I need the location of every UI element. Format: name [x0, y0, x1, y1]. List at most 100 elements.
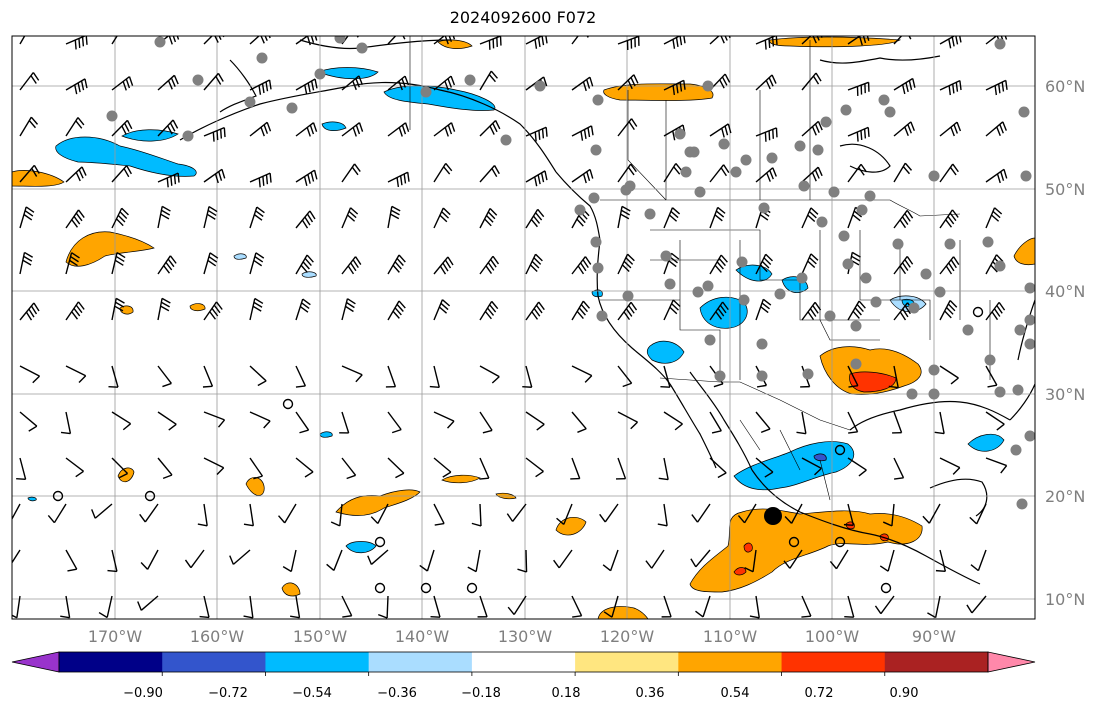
wind-barb — [157, 172, 180, 188]
station-dot — [984, 354, 996, 366]
wind-barb — [755, 253, 773, 275]
wind-barb — [479, 207, 498, 229]
wind-barb — [19, 164, 40, 183]
wind-barb — [111, 297, 125, 321]
wind-barb — [341, 457, 357, 480]
wind-barb — [525, 170, 548, 187]
colorbar-segment — [781, 652, 886, 672]
wind-barb — [749, 595, 760, 619]
wind-barb — [471, 503, 482, 527]
station-dot — [982, 236, 994, 248]
wind-barb — [111, 207, 129, 229]
wind-barb — [939, 36, 962, 49]
blue-area-aleutian-west — [55, 136, 197, 177]
wind-barb — [615, 457, 627, 480]
wind-barb — [203, 457, 225, 476]
station-dot — [714, 370, 726, 382]
colorbar-tick-label: 0.72 — [805, 686, 834, 701]
wind-barb — [847, 126, 870, 142]
calm-circles — [52, 306, 984, 594]
calm-circle — [282, 398, 294, 410]
map-frame — [11, 35, 1036, 620]
station-dot — [1024, 314, 1035, 326]
wind-barb — [295, 36, 318, 46]
station-dot — [812, 144, 824, 156]
colorbar-extend-max — [987, 651, 1036, 673]
station-dot — [1012, 384, 1024, 396]
wind-barb — [784, 503, 803, 524]
wind-barb — [939, 79, 962, 96]
wind-barb — [295, 169, 318, 186]
wind-barb — [847, 81, 870, 96]
coast-alaska-west — [219, 59, 257, 113]
wind-barb — [755, 74, 777, 91]
wind-barb — [277, 503, 297, 524]
colorbar-segment — [162, 652, 266, 672]
coast-hudson — [839, 143, 891, 173]
wind-barb — [571, 256, 592, 275]
station-dot — [928, 364, 940, 376]
wind-barb — [387, 254, 406, 275]
wind-barb — [387, 122, 410, 137]
wind-barb — [985, 168, 1008, 184]
lat-label: 10°N — [1045, 590, 1085, 609]
blue-area-mid-pacific — [345, 541, 377, 554]
lon-label: 130°W — [498, 627, 553, 646]
wind-barb — [935, 549, 947, 573]
station-dot — [738, 294, 750, 306]
wind-barb — [966, 595, 987, 614]
station-dot — [756, 338, 768, 350]
wind-barb — [137, 595, 159, 611]
wind-barb — [295, 122, 318, 137]
calm-circle — [374, 582, 386, 594]
lat-label: 50°N — [1045, 180, 1085, 199]
wind-barb — [939, 209, 959, 229]
coast-gulf-california — [689, 371, 753, 471]
station-dot — [356, 42, 368, 54]
wind-barb — [571, 125, 594, 141]
station-dot — [856, 204, 868, 216]
wind-barb — [341, 365, 363, 383]
wind-barb — [939, 163, 959, 183]
wind-barb — [111, 457, 129, 479]
station-dot — [702, 280, 714, 292]
wind-barb — [556, 503, 573, 525]
wind-barb — [477, 595, 488, 618]
wind-barb — [479, 36, 502, 50]
wind-barb — [387, 411, 402, 434]
wind-barb — [602, 549, 619, 572]
wind-barb — [709, 411, 722, 434]
wind-barb — [525, 253, 543, 275]
station-dot — [588, 192, 600, 204]
wind-barb — [65, 365, 87, 384]
wind-barb — [98, 595, 113, 619]
wind-barb — [203, 205, 218, 229]
wind-barb — [203, 72, 224, 91]
wind-barb — [663, 411, 683, 431]
wind-barb — [65, 301, 85, 321]
calm-circle — [834, 536, 846, 548]
longitude-labels: 170°W 160°W 150°W 140°W 130°W 120°W 110°… — [88, 627, 956, 646]
wind-barb — [479, 457, 490, 480]
station-dot — [674, 128, 686, 140]
station-dot — [574, 204, 586, 216]
station-dot — [718, 138, 730, 150]
wind-barb — [970, 549, 987, 572]
wind-barb — [111, 76, 134, 91]
station-dot — [928, 170, 940, 182]
station-dot — [680, 166, 692, 178]
wind-barb — [60, 411, 72, 435]
lon-label: 150°W — [293, 627, 348, 646]
colorbar-segment — [575, 652, 679, 672]
colorbar-tick-label: 0.18 — [552, 686, 581, 701]
wind-barb — [617, 74, 639, 91]
wind-barb — [19, 72, 40, 91]
wind-barb — [19, 206, 35, 229]
lat-label: 60°N — [1045, 77, 1085, 96]
wind-barb — [517, 549, 528, 573]
wind-barb — [19, 411, 38, 432]
station-dot — [794, 140, 806, 152]
station-dot — [908, 302, 920, 314]
station-dot — [766, 152, 778, 164]
wind-barb — [19, 36, 26, 45]
